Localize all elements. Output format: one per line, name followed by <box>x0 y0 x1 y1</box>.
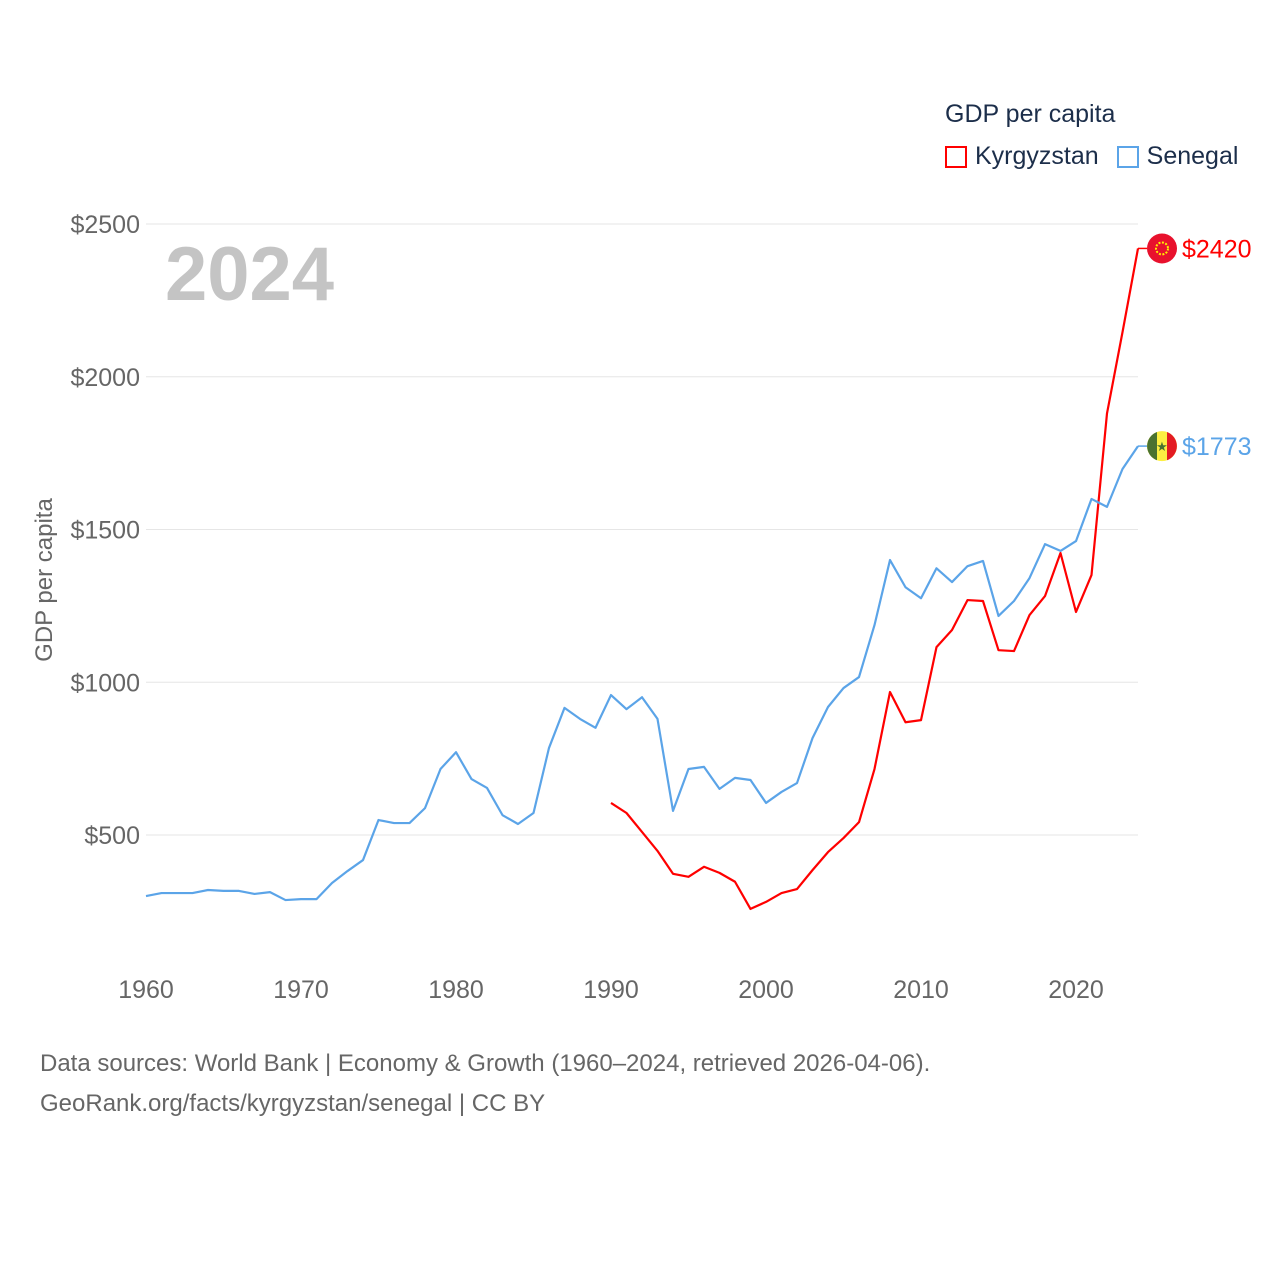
flag-star-icon: ★ <box>1156 439 1168 454</box>
x-tick-label: 1970 <box>273 976 329 1004</box>
legend-label: Senegal <box>1146 142 1239 170</box>
legend: Kyrgyzstan Senegal <box>945 142 1256 171</box>
x-tick-label: 1990 <box>583 976 639 1004</box>
series-line-kyrgyzstan <box>610 248 1140 911</box>
flag-red-band <box>1167 431 1177 461</box>
legend-title: GDP per capita <box>945 100 1116 128</box>
y-tick-label: $2000 <box>70 364 140 392</box>
source-line-2: GeoRank.org/facts/kyrgyzstan/senegal | C… <box>40 1090 546 1117</box>
y-tick-label: $1000 <box>70 669 140 697</box>
x-tick-label: 1960 <box>118 976 174 1004</box>
legend-swatch-kyrgyzstan <box>945 145 967 168</box>
end-value-label: $1773 <box>1182 433 1252 461</box>
y-tick-label: $1500 <box>70 517 140 545</box>
series-line-senegal <box>145 445 1139 902</box>
source-line-1: Data sources: World Bank | Economy & Gro… <box>40 1050 931 1077</box>
x-tick-label: 2010 <box>893 976 949 1004</box>
y-tick-label: $500 <box>84 822 140 850</box>
flag-green-band <box>1147 431 1157 461</box>
x-tick-label: 2000 <box>738 976 794 1004</box>
kyrgyzstan-flag-icon <box>1147 233 1177 264</box>
flag-sun-icon <box>1155 241 1169 256</box>
end-value-label: $2420 <box>1182 235 1252 263</box>
legend-item-senegal[interactable]: Senegal <box>1116 142 1239 171</box>
y-tick-label: $2500 <box>70 211 140 239</box>
x-tick-label: 2020 <box>1048 976 1104 1004</box>
legend-item-kyrgyzstan[interactable]: Kyrgyzstan <box>945 142 1099 171</box>
legend-label: Kyrgyzstan <box>975 142 1099 170</box>
source-note: Data sources: World Bank | Economy & Gro… <box>40 1044 930 1124</box>
year-label: 2024 <box>165 232 334 317</box>
x-tick-label: 1980 <box>428 976 484 1004</box>
legend-swatch-senegal <box>1116 145 1139 168</box>
y-axis-label: GDP per capita <box>31 498 58 662</box>
